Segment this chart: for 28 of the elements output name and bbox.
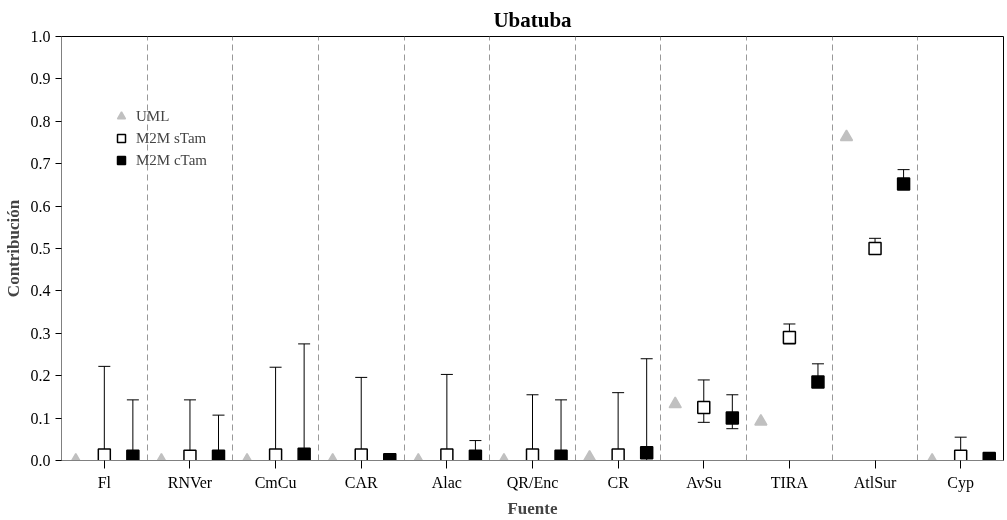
x-tick-label: TIRA bbox=[770, 473, 809, 491]
legend-label: M2M sTam bbox=[136, 129, 207, 147]
x-tick-label: CAR bbox=[344, 473, 378, 491]
x-tick-label: RNVer bbox=[167, 473, 213, 491]
y-tick-label: 0.2 bbox=[30, 367, 51, 385]
x-tick-label: CmCu bbox=[254, 473, 297, 491]
y-tick-label: 1.0 bbox=[30, 28, 51, 45]
y-tick-label: 0.7 bbox=[30, 155, 51, 173]
x-tick-label: Cyp bbox=[947, 473, 975, 492]
legend-label: M2M cTam bbox=[136, 151, 208, 169]
y-tick-label: 0.9 bbox=[30, 70, 51, 88]
y-tick-label: 0.0 bbox=[30, 452, 51, 469]
y-tick-label: 0.4 bbox=[30, 282, 51, 300]
x-tick-label: AvSu bbox=[686, 473, 722, 491]
x-tick-label: Fl bbox=[97, 473, 112, 491]
y-tick-label: 0.3 bbox=[30, 324, 51, 342]
x-tick-label: QR/Enc bbox=[506, 473, 559, 491]
y-tick-label: 0.6 bbox=[30, 197, 51, 215]
x-tick-label: CR bbox=[607, 473, 630, 491]
y-tick-label: 0.5 bbox=[30, 240, 51, 257]
y-axis-title: Contribución bbox=[3, 199, 23, 298]
legend-label: UML bbox=[136, 107, 170, 125]
y-tick-label: 0.8 bbox=[30, 112, 51, 130]
chart-title: Ubatuba bbox=[493, 7, 573, 32]
x-tick-label: AtlSur bbox=[853, 473, 898, 491]
x-tick-label: Alac bbox=[431, 473, 462, 491]
y-tick-label: 0.1 bbox=[30, 409, 51, 427]
x-axis-title: Fuente bbox=[507, 498, 558, 518]
